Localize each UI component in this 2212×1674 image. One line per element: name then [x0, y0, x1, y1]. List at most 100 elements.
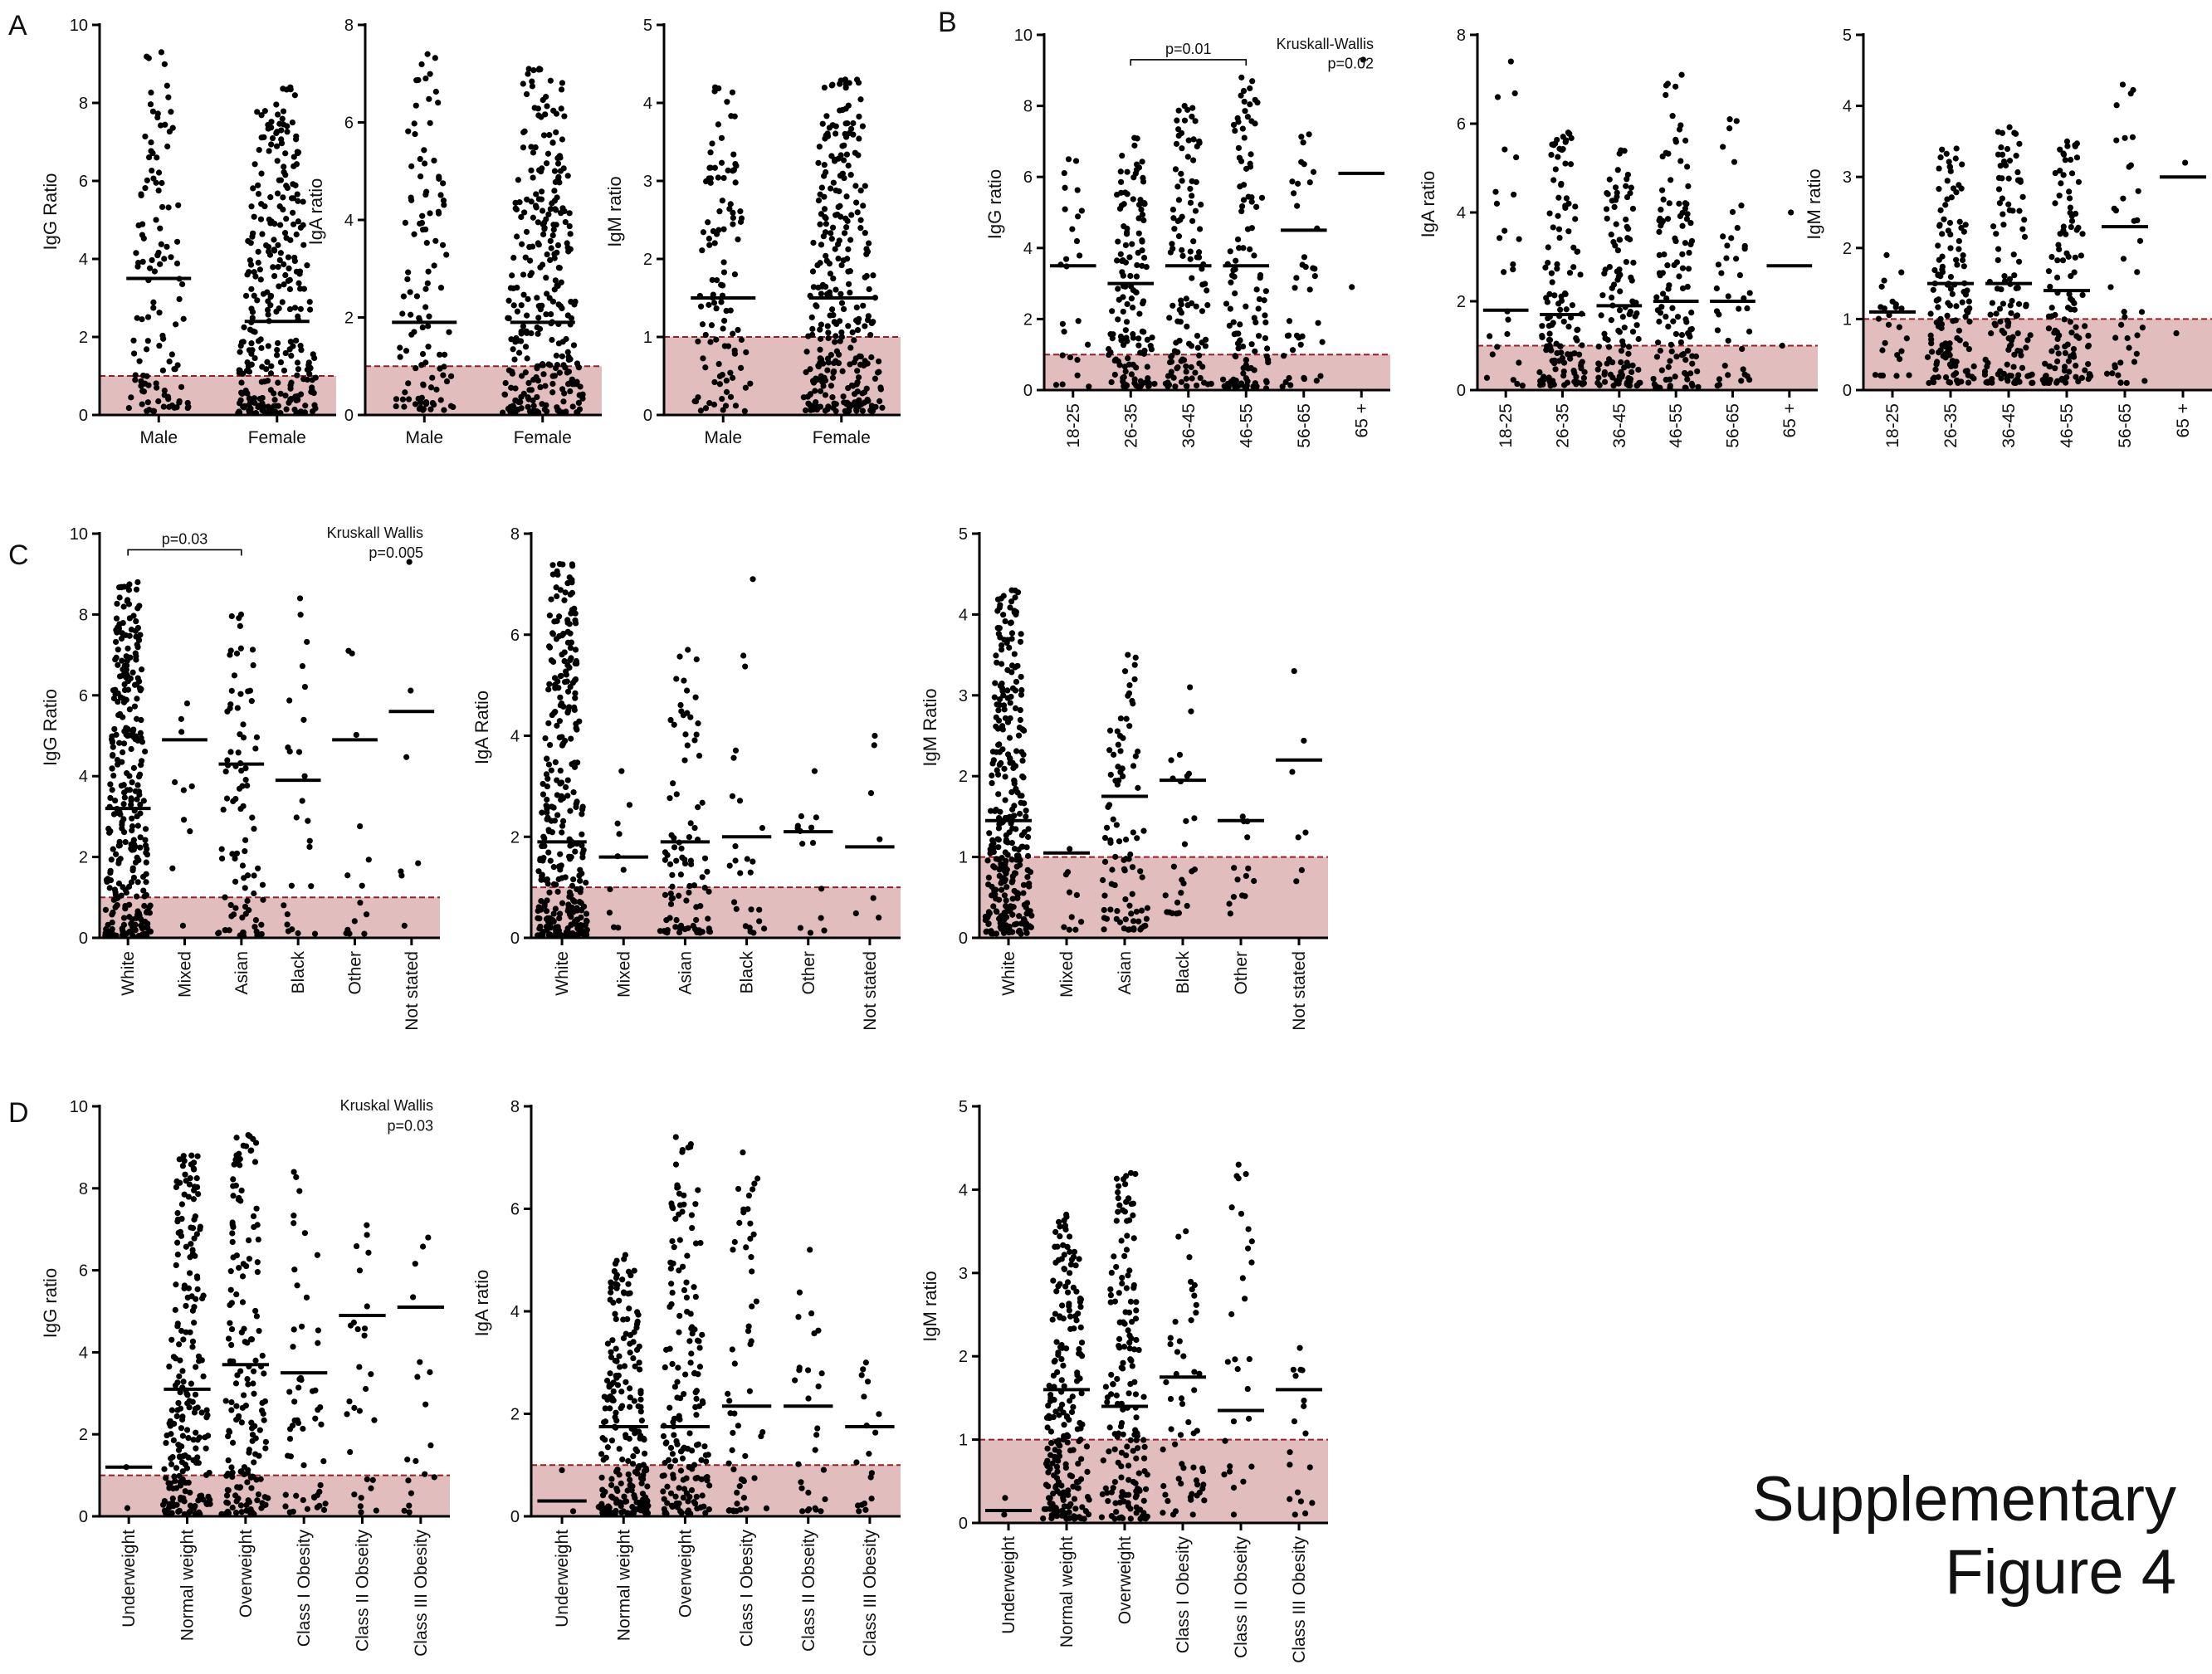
- data-point: [251, 292, 257, 299]
- data-point: [280, 108, 287, 115]
- data-point: [1655, 339, 1662, 346]
- data-point: [265, 125, 271, 132]
- data-point: [2009, 334, 2016, 340]
- data-point: [137, 810, 144, 817]
- data-point: [544, 783, 550, 790]
- data-point: [552, 277, 559, 284]
- data-point: [1108, 881, 1115, 887]
- data-point: [315, 1340, 321, 1346]
- data-point: [2053, 329, 2060, 335]
- data-point: [286, 305, 294, 313]
- data-point: [1616, 266, 1623, 273]
- data-point: [554, 888, 561, 896]
- data-point: [828, 236, 835, 242]
- data-point: [1126, 723, 1133, 730]
- data-point: [299, 662, 306, 670]
- data-point: [408, 194, 414, 201]
- data-point: [1685, 266, 1692, 272]
- data-point: [239, 1273, 247, 1280]
- data-point: [1121, 201, 1127, 207]
- data-point: [2000, 211, 2006, 217]
- data-point: [232, 855, 238, 862]
- data-point: [559, 652, 565, 658]
- data-point: [281, 902, 287, 909]
- data-point: [1230, 894, 1238, 900]
- data-point: [427, 1442, 434, 1449]
- data-point: [1596, 382, 1603, 388]
- data-point: [251, 872, 257, 879]
- data-point: [130, 874, 138, 881]
- data-point: [267, 194, 274, 201]
- data-point: [419, 1243, 427, 1250]
- data-point: [737, 208, 744, 215]
- data-point: [2068, 223, 2074, 231]
- data-point: [1628, 184, 1634, 191]
- x-category-label: 56-65: [1295, 403, 1314, 448]
- data-point: [612, 1357, 618, 1364]
- data-point: [550, 227, 557, 233]
- data-point: [1234, 876, 1241, 883]
- data-point: [813, 302, 819, 309]
- data-point: [188, 1152, 195, 1159]
- data-point: [545, 932, 553, 939]
- data-point: [247, 261, 255, 268]
- data-point: [833, 212, 839, 218]
- data-point: [1941, 351, 1949, 358]
- data-point: [847, 344, 854, 351]
- data-point: [1741, 371, 1748, 378]
- data-point: [124, 1505, 131, 1511]
- data-point: [853, 381, 860, 388]
- data-point: [251, 924, 258, 930]
- data-point: [1023, 900, 1031, 906]
- data-point: [579, 811, 585, 817]
- data-point: [569, 882, 576, 889]
- data-point: [259, 1352, 266, 1359]
- data-point: [184, 404, 191, 412]
- data-point: [544, 150, 552, 157]
- data-point: [992, 680, 999, 686]
- data-point: [271, 397, 278, 403]
- data-point: [2072, 254, 2078, 261]
- data-point: [1145, 378, 1151, 386]
- data-point: [198, 1357, 205, 1364]
- data-point: [1493, 200, 1501, 207]
- data-point: [294, 372, 300, 378]
- data-point: [1738, 203, 1745, 209]
- data-point: [193, 1273, 201, 1280]
- data-point: [248, 698, 255, 705]
- data-point: [564, 777, 571, 783]
- data-point: [859, 123, 867, 129]
- data-point: [669, 895, 676, 901]
- data-point: [731, 271, 739, 278]
- data-point: [1002, 902, 1009, 910]
- data-point: [314, 1252, 321, 1258]
- data-point: [567, 856, 574, 862]
- data-point: [1130, 174, 1137, 181]
- data-point: [1123, 715, 1130, 722]
- data-point: [431, 401, 437, 408]
- data-point: [410, 1294, 417, 1301]
- data-point: [575, 364, 583, 371]
- data-point: [1933, 297, 1940, 304]
- data-point: [820, 233, 827, 240]
- data-point: [278, 127, 285, 134]
- data-point: [1066, 926, 1072, 933]
- data-point: [1615, 380, 1622, 387]
- data-point: [263, 366, 270, 373]
- data-point: [346, 1398, 353, 1405]
- data-point: [1166, 359, 1174, 366]
- data-point: [228, 1341, 235, 1349]
- data-point: [1284, 332, 1292, 339]
- data-point: [856, 113, 862, 120]
- x-category-label: Not stated: [1290, 951, 1309, 1031]
- data-point: [1565, 323, 1572, 330]
- data-point: [224, 757, 231, 764]
- data-point: [291, 257, 298, 265]
- data-point: [255, 182, 261, 188]
- data-point: [1670, 318, 1677, 325]
- data-point: [1291, 667, 1297, 675]
- data-point: [351, 918, 358, 925]
- data-point: [711, 164, 719, 171]
- data-point: [991, 694, 998, 700]
- data-point: [175, 1447, 183, 1453]
